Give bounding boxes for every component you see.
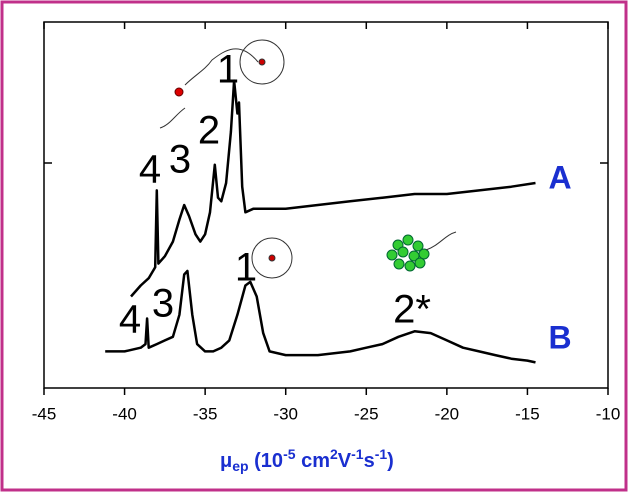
x-label-part: -1 — [351, 446, 364, 462]
peak-label: 2 — [198, 109, 220, 153]
x-label-part: ) — [387, 450, 394, 472]
x-axis-label: μep (10-5 cm2V-1s-1) — [220, 446, 394, 474]
plot-frame — [43, 21, 609, 389]
x-tick-label: -40 — [112, 404, 137, 423]
x-label-part: -5 — [283, 446, 296, 462]
x-label-part: ep — [232, 458, 248, 474]
x-label-part: V — [338, 450, 352, 472]
x-label-part: s — [364, 450, 375, 472]
peak-label: 3 — [169, 138, 191, 182]
series-label: A — [548, 159, 571, 195]
peak-label: 1 — [235, 246, 257, 290]
probe-icon — [174, 87, 184, 97]
trace — [130, 79, 536, 298]
x-label-part: -1 — [375, 446, 388, 462]
trace — [105, 269, 536, 364]
peak-label: 4 — [139, 148, 161, 192]
probe-tail — [159, 107, 186, 129]
series-label: B — [548, 319, 571, 355]
peak-label: 1 — [217, 48, 239, 92]
x-label-part: cm — [296, 450, 330, 472]
x-tick-label: -45 — [32, 404, 57, 423]
peak-label: 2* — [393, 288, 431, 332]
micelle-icon — [184, 39, 293, 279]
peak-label: 4 — [119, 298, 141, 342]
x-label-part: μ — [220, 450, 232, 472]
x-tick-label: -30 — [273, 404, 298, 423]
x-tick-label: -15 — [515, 404, 540, 423]
x-tick-label: -20 — [435, 404, 460, 423]
x-tick-label: -35 — [193, 404, 218, 423]
cluster-icon — [386, 231, 457, 272]
x-label-part: 2 — [330, 446, 338, 462]
x-tick-label: -10 — [596, 404, 621, 423]
x-tick-label: -25 — [354, 404, 379, 423]
x-label-part: (10 — [249, 450, 283, 472]
peak-label: 3 — [152, 282, 174, 326]
